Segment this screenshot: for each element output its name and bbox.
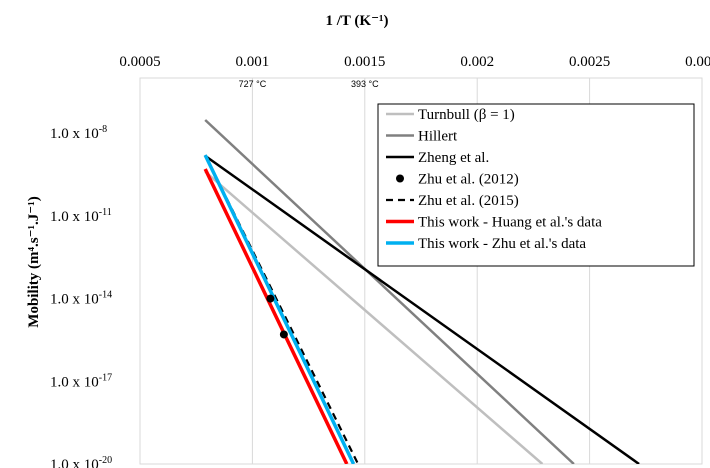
x-tick-label: 0.001: [236, 54, 270, 70]
y-tick-label: 1.0 x 10-17: [50, 372, 112, 390]
legend: Turnbull (β = 1) Hillert Zheng et al. Zhu e…: [377, 103, 695, 267]
data-point: [266, 294, 275, 303]
legend-box: [377, 103, 695, 267]
plot-series: [203, 119, 640, 464]
y-tick-labels: 1.0 x 10-8 1.0 x 10-11 1.0 x 10-14 1.0 x 10…: [50, 124, 112, 468]
data-point: [279, 330, 288, 339]
legend-label: This work - Huang et al.'s data: [418, 215, 602, 231]
annotations: 727 °C 393 °C: [239, 79, 380, 89]
legend-swatch: [396, 174, 404, 183]
series-line: [204, 154, 640, 464]
series-line: [204, 154, 360, 464]
legend-label: Turnbull (β = 1): [418, 107, 515, 123]
y-tick-label: 1.0 x 10-14: [50, 290, 112, 308]
x-axis-title: 1 /T (K⁻¹): [326, 13, 389, 29]
temperature-annotation: 727 °C: [239, 79, 267, 89]
x-tick-label: 0.003: [685, 54, 710, 70]
y-tick-label: 1.0 x 10-20: [50, 455, 112, 468]
legend-label: Hillert: [418, 129, 458, 145]
y-tick-label: 1.0 x 10-11: [50, 207, 112, 225]
legend-label: Zhu et al. (2015): [418, 193, 519, 209]
series-line: [204, 170, 544, 464]
x-tick-label: 0.002: [460, 54, 494, 70]
y-axis-title: Mobility (m⁴.s⁻¹.J⁻¹): [26, 196, 42, 327]
x-tick-label: 0.0005: [119, 54, 160, 70]
temperature-annotation: 393 °C: [351, 79, 379, 89]
y-tick-label: 1.0 x 10-8: [50, 124, 107, 142]
x-tick-labels: 0.0005 0.001 0.0015 0.002 0.0025 0.003: [119, 54, 710, 70]
plot-area-frame: [139, 77, 703, 465]
x-tick-label: 0.0015: [344, 54, 385, 70]
series-line: [204, 119, 575, 464]
series-line: [203, 154, 356, 464]
legend-label: Zhu et al. (2012): [418, 172, 519, 188]
legend-label: This work - Zhu et al.'s data: [418, 236, 586, 252]
legend-label: Zheng et al.: [418, 150, 489, 166]
series-line: [203, 168, 349, 464]
x-tick-label: 0.0025: [569, 54, 610, 70]
